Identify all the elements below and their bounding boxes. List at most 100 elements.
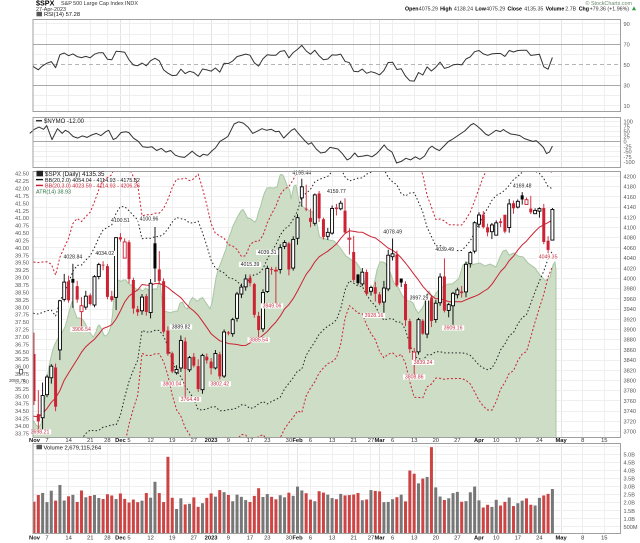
svg-text:4.0B: 4.0B [624,469,636,475]
svg-text:27-Apr-2023: 27-Apr-2023 [36,7,66,13]
svg-text:17: 17 [247,536,253,542]
svg-text:3997.29: 3997.29 [410,296,429,302]
svg-text:4200: 4200 [624,175,636,181]
svg-text:75: 75 [624,124,630,130]
svg-text:38.50: 38.50 [15,290,29,296]
svg-text:27: 27 [368,536,374,542]
svg-text:37.50: 37.50 [15,320,29,326]
svg-text:36.25: 36.25 [15,357,29,363]
svg-text:4180: 4180 [624,185,636,191]
svg-text:Low: Low [475,6,486,12]
svg-text:17: 17 [247,438,253,444]
svg-text:+79.36 (+1.96%): +79.36 (+1.96%) [590,6,630,12]
svg-text:37.75: 37.75 [15,313,29,319]
svg-text:15: 15 [601,438,607,444]
svg-text:9: 9 [227,438,230,444]
svg-text:3906.54: 3906.54 [72,327,91,333]
svg-text:36.75: 36.75 [15,342,29,348]
svg-text:12: 12 [147,536,153,542]
svg-text:100: 100 [624,119,633,125]
svg-text:40.50: 40.50 [15,231,29,237]
svg-text:4034.02: 4034.02 [95,251,114,257]
svg-text:33.75: 33.75 [15,431,29,437]
svg-text:42.25: 42.25 [15,179,29,185]
svg-text:35.25: 35.25 [15,387,29,393]
svg-text:38.25: 38.25 [15,298,29,304]
svg-text:38.75: 38.75 [15,283,29,289]
svg-text:15: 15 [601,536,607,542]
svg-text:30: 30 [286,438,292,444]
svg-text:40.75: 40.75 [15,224,29,230]
svg-text:28: 28 [104,536,110,542]
svg-text:41.75: 41.75 [15,194,29,200]
svg-text:3.0B: 3.0B [624,485,636,491]
svg-text:10: 10 [624,104,630,110]
svg-text:42.00: 42.00 [15,187,29,193]
svg-text:1.0B: 1.0B [624,517,636,523]
svg-text:39.75: 39.75 [15,253,29,259]
svg-text:$SPX (Daily) 4135.35: $SPX (Daily) 4135.35 [45,171,105,178]
svg-text:4.5B: 4.5B [624,460,636,466]
svg-text:3780: 3780 [624,389,636,395]
svg-text:34.75: 34.75 [15,402,29,408]
svg-text:35.50: 35.50 [15,380,29,386]
svg-text:Dec: Dec [115,536,126,542]
svg-text:4080: 4080 [624,236,636,242]
svg-text:4159.77: 4159.77 [327,189,346,195]
svg-text:500M: 500M [624,525,638,531]
svg-text:38.00: 38.00 [15,305,29,311]
svg-text:3802.42: 3802.42 [210,382,229,388]
svg-text:4100.51: 4100.51 [111,218,130,224]
svg-text:23: 23 [264,536,270,542]
svg-text:14: 14 [65,438,72,444]
svg-text:6: 6 [309,438,312,444]
svg-text:13: 13 [411,536,417,542]
svg-text:7: 7 [45,438,48,444]
svg-text:Apr: Apr [474,536,485,542]
svg-text:6: 6 [391,536,394,542]
svg-text:3940: 3940 [624,307,636,313]
svg-text:41.50: 41.50 [15,201,29,207]
svg-text:41.00: 41.00 [15,216,29,222]
svg-text:28: 28 [104,438,110,444]
svg-text:21: 21 [87,438,93,444]
svg-text:Volume: Volume [546,6,565,12]
svg-text:30: 30 [286,536,292,542]
svg-text:13: 13 [329,438,335,444]
svg-text:39.00: 39.00 [15,276,29,282]
svg-text:3949.06: 3949.06 [263,304,282,310]
svg-text:3860: 3860 [624,348,636,354]
svg-text:2.5B: 2.5B [624,493,636,499]
svg-text:Mar: Mar [374,438,385,444]
svg-text:4028.84: 4028.84 [64,255,83,261]
svg-text:4195.44: 4195.44 [292,171,311,177]
svg-text:35.75: 35.75 [15,372,29,378]
svg-text:4075.29: 4075.29 [486,6,505,12]
svg-text:3740: 3740 [624,409,636,415]
svg-text:13: 13 [411,438,417,444]
svg-text:4020: 4020 [624,266,636,272]
svg-text:S&P 500 Large Cap Index INDX: S&P 500 Large Cap Index INDX [61,1,138,7]
svg-text:7: 7 [45,536,48,542]
svg-text:4060: 4060 [624,246,636,252]
svg-text:RSI(14) 57.28: RSI(14) 57.28 [44,12,80,18]
svg-text:14: 14 [65,536,72,542]
svg-text:35.00: 35.00 [15,394,29,400]
svg-text:3800: 3800 [624,379,636,385]
svg-text:3980: 3980 [624,287,636,293]
svg-text:BB(20,3.0) 4023.59 - 4114.93 -: BB(20,3.0) 4023.59 - 4114.93 - 4206.26 [45,184,140,190]
svg-text:4039.31: 4039.31 [258,250,277,256]
svg-text:42.50: 42.50 [15,172,29,178]
svg-text:3960: 3960 [624,297,636,303]
svg-text:ATR(14) 38.93: ATR(14) 38.93 [36,189,71,195]
svg-text:Close: Close [508,6,522,12]
svg-text:6: 6 [309,536,312,542]
svg-text:4039.49: 4039.49 [435,247,454,253]
svg-text:3700: 3700 [624,430,636,436]
svg-text:0: 0 [624,140,627,146]
svg-text:© StockCharts.com: © StockCharts.com [585,0,632,7]
svg-text:3889.82: 3889.82 [172,325,191,331]
svg-text:3698.21: 3698.21 [31,430,50,436]
svg-text:24: 24 [536,438,543,444]
svg-text:3900: 3900 [624,328,636,334]
